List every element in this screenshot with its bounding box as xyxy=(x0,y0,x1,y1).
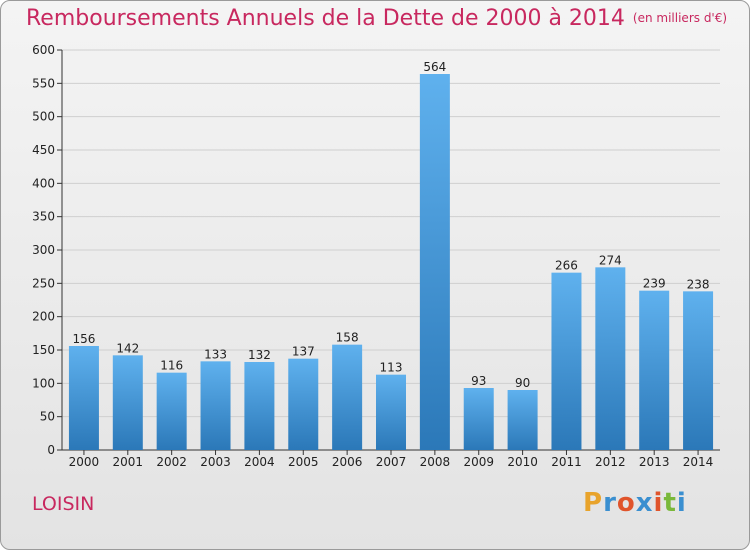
y-tick-label: 200 xyxy=(32,310,55,324)
bar xyxy=(639,290,670,450)
y-tick-label: 0 xyxy=(47,443,55,457)
data-label: 137 xyxy=(292,345,315,359)
proxiti-logo: Proxiti xyxy=(583,488,687,518)
data-label: 93 xyxy=(471,374,486,388)
x-tick-label: 2005 xyxy=(288,455,319,469)
x-tick-label: 2012 xyxy=(595,455,626,469)
y-tick-label: 550 xyxy=(32,76,55,90)
data-label: 239 xyxy=(643,277,666,291)
chart-title-text: Remboursements Annuels de la Dette de 20… xyxy=(26,6,625,31)
y-tick-label: 350 xyxy=(32,210,55,224)
bar xyxy=(683,291,714,450)
y-tick-label: 500 xyxy=(32,110,55,124)
chart-subtitle: (en milliers d'€) xyxy=(632,11,728,25)
y-tick-label: 400 xyxy=(32,176,55,190)
data-label: 274 xyxy=(599,253,622,267)
data-label: 238 xyxy=(687,277,710,291)
y-tick-label: 450 xyxy=(32,143,55,157)
y-tick-label: 150 xyxy=(32,343,55,357)
bar xyxy=(376,374,406,450)
bar xyxy=(507,390,538,450)
data-label: 116 xyxy=(160,359,183,373)
data-label: 564 xyxy=(423,60,446,74)
x-tick-label: 2000 xyxy=(69,455,100,469)
x-tick-label: 2013 xyxy=(639,455,670,469)
chart-title: Remboursements Annuels de la Dette de 20… xyxy=(26,6,727,31)
y-tick-label: 250 xyxy=(32,276,55,290)
y-tick-label: 300 xyxy=(32,243,55,257)
bar xyxy=(200,361,231,450)
data-label: 142 xyxy=(116,341,139,355)
labels: 0 50 100 150 200 250 300 350 400 450 500 550 600 2000… xyxy=(32,43,713,469)
place-name: LOISIN xyxy=(32,493,95,515)
x-tick-label: 2004 xyxy=(244,455,275,469)
data-label: 156 xyxy=(72,332,95,346)
x-tick-label: 2007 xyxy=(376,455,407,469)
bar xyxy=(112,355,143,450)
bar xyxy=(419,74,450,450)
bar xyxy=(156,372,187,450)
x-tick-label: 2014 xyxy=(683,455,714,469)
bar xyxy=(332,344,363,450)
bar xyxy=(244,362,275,450)
x-tick-label: 2009 xyxy=(463,455,494,469)
y-tick-label: 50 xyxy=(40,410,55,424)
data-label: 113 xyxy=(380,361,403,375)
x-tick-label: 2003 xyxy=(200,455,231,469)
data-label: 132 xyxy=(248,348,271,362)
bar xyxy=(68,346,99,450)
bar xyxy=(463,388,494,450)
y-tick-label: 100 xyxy=(32,376,55,390)
x-tick-label: 2002 xyxy=(156,455,187,469)
data-label: 133 xyxy=(204,347,227,361)
bar xyxy=(551,272,582,450)
data-label: 266 xyxy=(555,259,578,273)
y-tick-label: 600 xyxy=(32,43,55,57)
data-label: 158 xyxy=(336,331,359,345)
x-tick-label: 2010 xyxy=(507,455,538,469)
bar xyxy=(595,267,626,450)
x-tick-label: 2001 xyxy=(113,455,144,469)
bar xyxy=(288,358,319,450)
x-tick-label: 2008 xyxy=(420,455,451,469)
x-tick-label: 2006 xyxy=(332,455,363,469)
bars xyxy=(68,74,714,450)
data-label: 90 xyxy=(515,376,530,390)
x-tick-label: 2011 xyxy=(551,455,582,469)
